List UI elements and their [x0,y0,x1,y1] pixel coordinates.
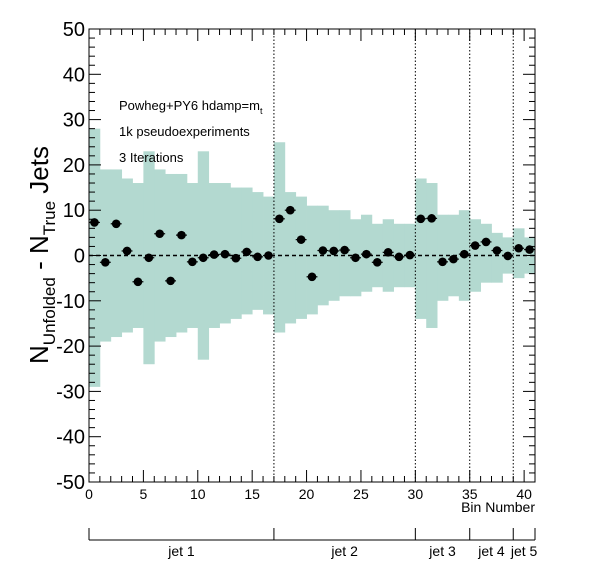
y-tick-label: -50 [56,472,85,494]
y-tick-label: 10 [63,200,85,222]
data-point [89,218,100,227]
data-point [317,246,329,255]
x-tick-label: 35 [462,486,478,502]
band-bin [110,169,123,338]
x-tick-label: 5 [139,486,147,502]
data-point [176,230,187,240]
data-point [415,214,427,224]
region-label: jet 5 [510,543,538,559]
data-point [230,253,242,263]
data-point [306,272,318,282]
region-label: jet 2 [330,543,358,559]
data-point [328,246,340,256]
x-tick-label: 0 [85,486,93,502]
region-label: jet 4 [477,543,505,559]
svg-text:NUnfolded - NTrue Jets: NUnfolded - NTrue Jets [24,146,59,364]
band-bin [306,205,318,315]
band-bin [415,178,427,319]
data-point [295,235,307,244]
data-point [480,237,492,247]
data-point [393,252,405,262]
data-point [252,252,264,262]
band-bin [186,183,199,328]
data-point [491,246,503,255]
y-tick-label: -20 [56,336,85,358]
y-tick-label: 0 [74,246,85,268]
band-bin [176,173,188,333]
band-bin [426,183,438,328]
data-point [99,257,111,267]
x-tick-label: 20 [299,486,315,502]
data-point [208,250,220,259]
data-point [382,248,394,257]
data-point [360,249,372,259]
band-bin [295,196,307,319]
uncertainty-band [89,128,536,387]
annotation-block: Powheg+PY6 hdamp=mt 1k pseudoexperiments… [119,98,263,165]
x-tick-label: 30 [408,486,424,502]
region-axis: jet 1 jet 2 jet 3 jet 4 jet 5 [88,528,538,559]
data-point [426,214,438,223]
data-point [350,253,361,263]
band-bin [480,223,492,283]
x-tick-label: 10 [190,486,206,502]
data-point [437,257,448,267]
band-bin [252,192,264,310]
data-point [273,214,285,224]
y-tick-label: 40 [63,64,85,86]
annotation-pseudoexperiments: 1k pseudoexperiments [119,124,250,139]
data-point [371,257,383,267]
data-point [458,249,470,259]
data-point [219,249,231,259]
data-point [502,251,514,261]
region-label: jet 1 [167,543,195,559]
band-bin [513,228,525,279]
band-bin [284,192,297,324]
x-tick-label: 40 [516,486,532,502]
data-points [89,205,535,287]
data-point [284,205,296,215]
y-tick-label: 50 [63,19,85,41]
x-tick-label: 15 [244,486,260,502]
data-point [524,245,535,254]
y-tick-label: -10 [56,291,85,313]
data-point [110,219,122,229]
data-point [165,276,177,286]
data-point [143,253,155,263]
band-bin [230,187,242,319]
y-tick-label: 30 [63,110,85,132]
y-axis-title: NUnfolded - NTrue Jets [24,146,59,364]
x-tick-label: 25 [353,486,369,502]
y-tick-label: 20 [63,155,85,177]
data-point [447,254,459,264]
region-label: jet 3 [428,543,456,559]
band-bin [273,142,286,333]
data-point [197,253,209,263]
data-point [154,229,166,239]
data-point [404,250,416,260]
x-axis-title: Bin Number [461,499,535,515]
x-axis-ticks: 0 5 10 15 20 25 30 35 40 [85,29,536,502]
y-tick-label: -40 [56,427,85,449]
band-bin [328,210,340,301]
annotation-iterations: 3 Iterations [119,150,184,165]
data-point [469,241,481,250]
data-point [186,257,198,267]
band-bin [165,173,177,338]
y-axis-ticks: -50 -40 -30 -20 -10 0 10 20 30 40 50 [56,19,535,494]
annotation-generator: Powheg+PY6 hdamp=mt [119,98,263,116]
data-point [132,277,144,287]
data-point [339,245,351,255]
data-point [263,251,274,260]
data-point [121,246,133,256]
data-point [241,247,253,257]
data-point [513,243,525,253]
band-bin [89,128,101,387]
y-tick-label: -30 [56,381,85,403]
band-bin [491,232,503,283]
